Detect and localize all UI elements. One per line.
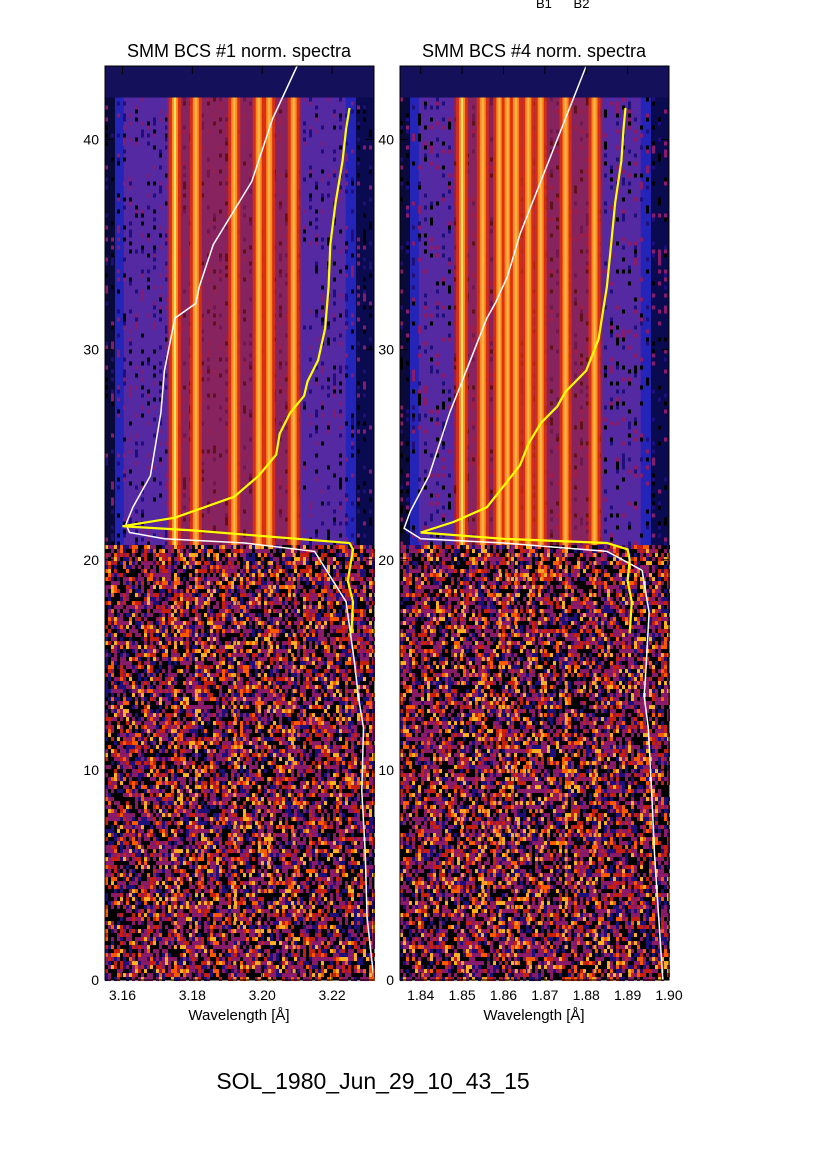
bcs1-ytick-label: 10: [83, 762, 99, 778]
bcs1-plot-frame: [104, 65, 375, 981]
bcs4-xtick-label: 1.89: [614, 987, 641, 1003]
bcs1-heatmap: [105, 66, 375, 982]
bcs1-xlabel: Wavelength [Å]: [188, 1007, 289, 1024]
bcs4-xtick-label: 1.85: [448, 987, 475, 1003]
bcs4-plot-frame: [399, 65, 670, 981]
bcs4-series-lines: [403, 65, 664, 981]
bcs1-y-axis: 0 10 20 30 40: [83, 132, 374, 988]
bcs1-ytick-label: 0: [91, 972, 99, 988]
bcs4-xtick-label: 1.86: [490, 987, 517, 1003]
bcs4-y-axis: 0 10 20 30 40: [378, 132, 669, 988]
bcs1-xtick-label: 3.20: [249, 987, 276, 1003]
bcs4-series-line-1: [403, 65, 664, 981]
bcs4-xtick-label: 1.88: [573, 987, 600, 1003]
header-label-b1: B1: [536, 0, 552, 11]
bcs1-series-lines: [122, 65, 375, 981]
bcs1-series-line-2: [122, 107, 355, 634]
bcs1-title: SMM BCS #1 norm. spectra: [127, 41, 352, 61]
header-labels: B1 B2: [536, 0, 607, 11]
bcs1-ytick-label: 20: [83, 552, 99, 568]
bcs1-x-axis: 3.16 3.18 3.20 3.22: [109, 66, 346, 1003]
bcs4-ytick-label: 0: [386, 972, 394, 988]
bcs4-title: SMM BCS #4 norm. spectra: [422, 41, 647, 61]
bcs1-ytick-label: 40: [83, 132, 99, 148]
bcs4-xtick-label: 1.87: [531, 987, 558, 1003]
bcs4-ytick-label: 40: [378, 132, 394, 148]
bcs4-x-axis: 1.84 1.85 1.86 1.87 1.88 1.89 1.90: [407, 66, 683, 1003]
bcs1-spectra-panel: SMM BCS #1 norm. spectra 3.16 3.18 3.20 3.2…: [83, 41, 375, 1024]
bcs1-series-line-1: [125, 65, 375, 981]
bcs4-spectra-panel: SMM BCS #4 norm. spectra 1.84 1.85 1.86 1.8…: [378, 41, 682, 1024]
bcs1-xtick-label: 3.16: [109, 987, 136, 1003]
event-id-label: SOL_1980_Jun_29_10_43_15: [216, 1068, 530, 1094]
bcs4-xlabel: Wavelength [Å]: [483, 1007, 584, 1024]
bcs4-xtick-label: 1.84: [407, 987, 434, 1003]
bcs4-ytick-label: 10: [378, 762, 394, 778]
bcs1-xtick-label: 3.22: [318, 987, 345, 1003]
bcs4-ytick-label: 20: [378, 552, 394, 568]
bcs4-heatmap: [400, 66, 670, 982]
bcs1-xtick-label: 3.18: [179, 987, 206, 1003]
header-label-b2: B2: [573, 0, 590, 11]
bcs1-ytick-label: 30: [83, 342, 99, 358]
bcs4-xtick-label: 1.90: [655, 987, 682, 1003]
bcs4-series-line-2: [420, 107, 633, 634]
bcs4-ytick-label: 30: [378, 342, 394, 358]
